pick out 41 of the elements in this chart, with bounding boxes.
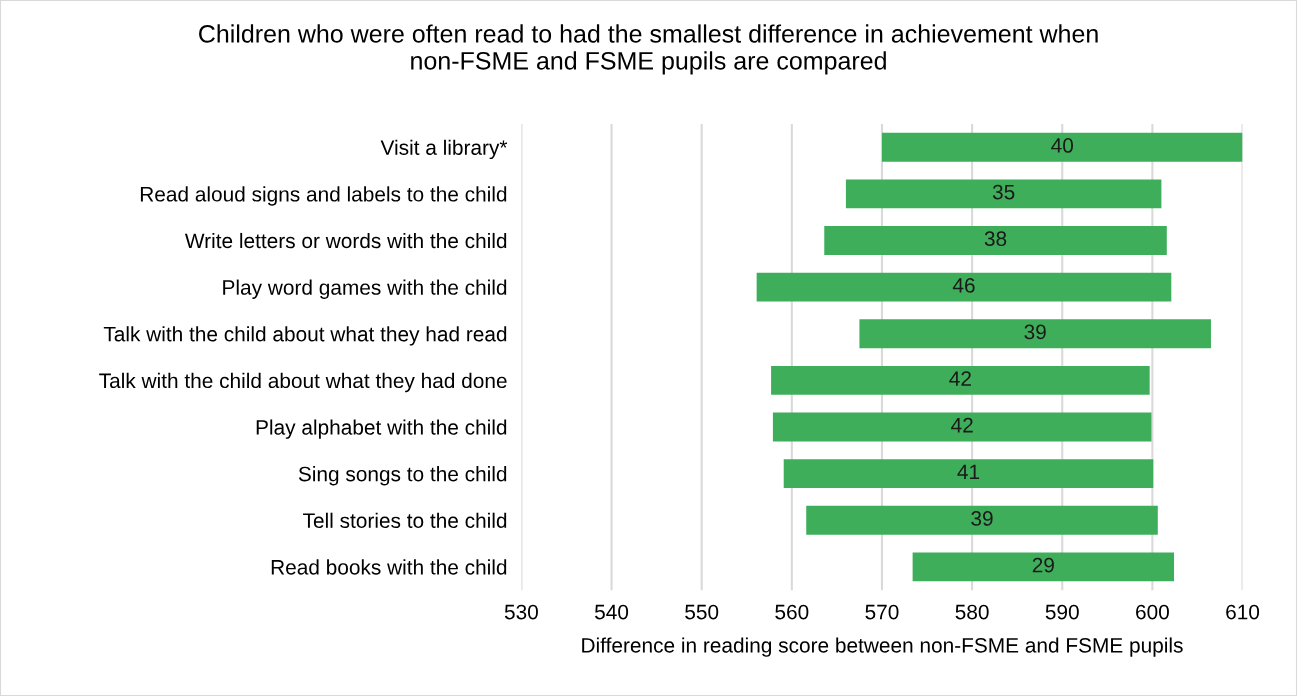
bar [783,459,1154,489]
x-tick-label: 560 [775,604,809,620]
y-tick-label: Read aloud signs and labels to the child [140,186,507,206]
x-tick-label: 590 [1045,604,1079,620]
bar [845,179,1162,209]
x-tick-label: 610 [1226,604,1260,620]
x-tick-label: 540 [594,604,629,620]
bar [806,505,1158,535]
x-tick-label: 570 [865,604,899,620]
x-tick-label: 530 [504,604,538,620]
x-tick-label: 550 [685,604,719,620]
data-label: 39 [971,511,993,526]
x-tick-label: 600 [1136,604,1169,620]
y-tick-label: Sing songs to the child [298,466,507,486]
bar [756,272,1172,302]
data-label: 42 [951,417,973,433]
bar [859,319,1211,349]
data-label: 46 [952,277,975,293]
y-tick-label: Talk with the child about what they had read [103,326,507,346]
bar [912,552,1175,582]
data-label: 35 [992,184,1015,200]
y-tick-label: Tell stories to the child [303,512,507,529]
y-tick-label: Talk with the child about what they had done [99,372,507,393]
y-tick-label: Visit a library* [380,139,508,160]
bar [771,365,1150,395]
y-tick-label: Play alphabet with the child [256,419,507,439]
y-tick-label: Read books with the child [271,559,507,575]
x-tick-label: 580 [955,604,989,620]
bar [824,226,1167,255]
x-axis-title: Difference in reading score between non-FSME and FSME pupils [582,637,1183,657]
y-tick-label: Write letters or words with the child [184,232,507,249]
data-label: 42 [949,371,971,386]
data-label: 40 [1051,138,1074,153]
bar [881,132,1243,162]
y-tick-label: Play word games with the child [223,279,507,299]
data-label: 39 [1024,324,1046,340]
bar [772,412,1152,442]
chart-title: Children who were often read to had the smallest difference in achievement when non-FSME and FSME pupils are compared [199,24,1098,75]
data-label: 41 [957,464,980,480]
data-label: 38 [984,231,1007,247]
data-label: 29 [1032,557,1054,573]
